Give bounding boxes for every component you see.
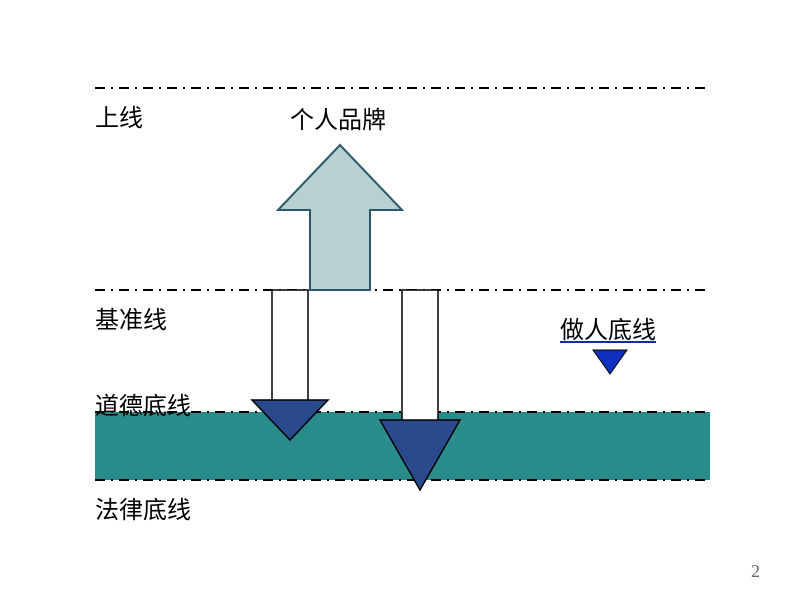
page-number: 2 xyxy=(751,561,760,582)
label-moral-bottom-line: 道德底线 xyxy=(95,386,191,421)
label-human-bottom-line: 做人底线 xyxy=(560,310,656,345)
label-legal-bottom-line: 法律底线 xyxy=(95,490,191,525)
up-arrow xyxy=(278,145,402,290)
diagram-root: 上线 个人品牌 基准线 做人底线 道德底线 法律底线 2 xyxy=(0,0,800,600)
label-personal-brand: 个人品牌 xyxy=(290,100,386,135)
down-arrow-shaft-0 xyxy=(272,290,308,400)
label-baseline: 基准线 xyxy=(95,300,167,335)
triangle-marker-icon xyxy=(593,350,627,374)
down-arrow-shaft-1 xyxy=(402,290,438,420)
label-top-line: 上线 xyxy=(95,98,143,133)
